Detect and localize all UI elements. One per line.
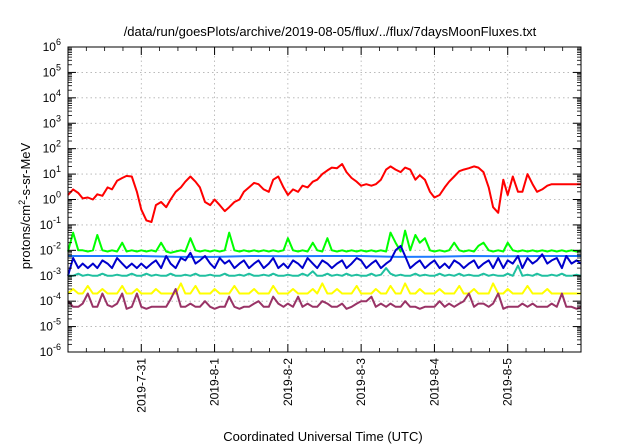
- series-line-2: [68, 255, 581, 258]
- y-tick-label: 100: [43, 190, 61, 207]
- series-lines: [67, 163, 582, 310]
- y-axis-ticks: 10-6 10-5 10-4 10-3 10-2 10-1 100 101 102 103 104 1…: [40, 37, 581, 359]
- series-line-5: [67, 282, 581, 295]
- series-line-3: [67, 244, 582, 277]
- y-axis-label: protons/cm2-s-sr-MeV: [17, 142, 33, 269]
- series-line-6: [67, 288, 582, 310]
- chart-title: /data/run/goesPlots/archive/2019-08-05/f…: [124, 24, 537, 39]
- y-tick-label: 103: [43, 113, 61, 130]
- y-tick-label: 106: [43, 37, 61, 54]
- x-tick-label: 2019-8-3: [354, 358, 368, 406]
- y-tick-label: 101: [43, 164, 61, 181]
- y-tick-label: 10-4: [40, 291, 61, 308]
- y-tick-label: 10-3: [40, 266, 61, 283]
- series-line-4: [68, 264, 582, 277]
- series-line-0: [67, 163, 581, 223]
- x-tick-label: 2019-7-31: [134, 358, 148, 413]
- y-tick-label: 105: [43, 62, 61, 79]
- y-tick-label: 10-5: [40, 317, 61, 334]
- x-axis-label: Coordinated Universal Time (UTC): [223, 429, 422, 444]
- y-tick-label: 10-1: [40, 215, 61, 232]
- grid-lines: [68, 47, 581, 352]
- x-tick-label: 2019-8-4: [427, 358, 441, 406]
- x-tick-label: 2019-8-2: [281, 358, 295, 406]
- x-tick-label: 2019-8-5: [501, 358, 515, 406]
- series-line-1: [67, 229, 582, 254]
- y-tick-label: 10-2: [40, 240, 61, 257]
- y-tick-label: 104: [43, 88, 61, 105]
- x-tick-label: 2019-8-1: [208, 358, 222, 406]
- y-tick-label: 102: [43, 139, 61, 156]
- x-axis-ticks: 2019-7-31 2019-8-1 2019-8-2 2019-8-3 2019-8-…: [85, 47, 564, 413]
- y-tick-label: 10-6: [40, 342, 61, 359]
